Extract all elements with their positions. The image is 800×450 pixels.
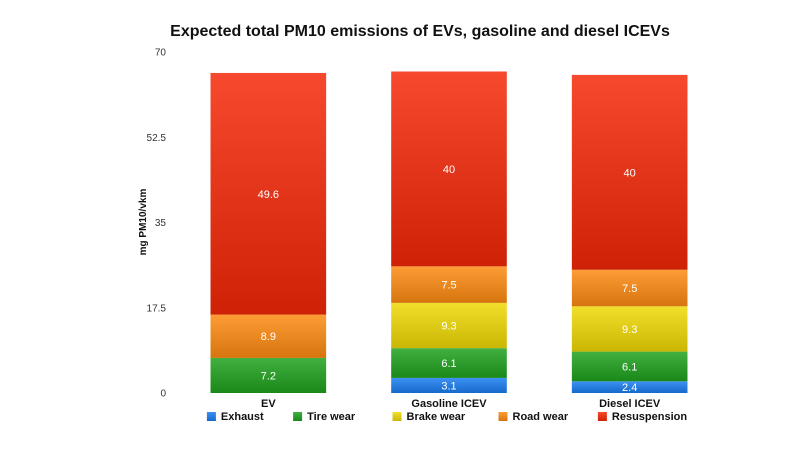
category-label: Diesel ICEV [599, 398, 661, 410]
y-tick-label: 0 [160, 389, 166, 400]
legend-swatch [206, 412, 216, 421]
data-label: 7.2 [261, 370, 276, 382]
category-label: EV [261, 398, 276, 410]
data-label: 2.4 [622, 382, 637, 394]
data-label: 40 [443, 164, 455, 176]
legend-swatch [293, 412, 303, 421]
legend-label: Tire wear [307, 411, 356, 423]
bar-segment-resuspension [210, 72, 327, 315]
bar-segment-road-wear [210, 314, 327, 358]
legend-label: Resuspension [612, 411, 687, 423]
category-label: Gasoline ICEV [411, 398, 487, 410]
legend-label: Exhaust [221, 411, 264, 423]
bar-segment-brake-wear [571, 306, 688, 352]
bar-segment-exhaust [391, 377, 507, 393]
y-tick-label: 17.5 [147, 303, 167, 314]
bar-segment-tire-wear [391, 348, 507, 378]
data-label: 7.5 [622, 283, 637, 295]
legend-swatch [498, 412, 508, 421]
y-tick-label: 35 [155, 218, 167, 229]
bar-segment-brake-wear [391, 302, 507, 349]
y-axis-label: mg PM10/vkm [138, 189, 149, 256]
data-label: 3.1 [441, 380, 456, 392]
data-label: 7.5 [441, 280, 456, 292]
data-label: 9.3 [622, 324, 637, 336]
data-label: 8.9 [261, 331, 276, 343]
data-label: 9.3 [441, 321, 456, 333]
bar-segment-resuspension [391, 71, 507, 267]
legend-swatch [392, 412, 402, 421]
bar-segment-tire-wear [571, 351, 688, 382]
bar-segment-exhaust [571, 381, 688, 393]
bar-segment-tire-wear [210, 357, 327, 393]
legend-label: Brake wear [407, 411, 466, 423]
x-axis-category-labels: EV Gasoline ICEV Diesel ICEV [261, 398, 661, 410]
bars [210, 71, 688, 393]
chart-title: Expected total PM10 emissions of EVs, ga… [170, 23, 670, 40]
data-label: 6.1 [622, 361, 637, 373]
legend-label: Road wear [513, 411, 569, 423]
data-labels: 7.2 8.9 49.6 3.1 6.1 9.3 7.5 40 2.4 6.1 9.3 7.5 40 [258, 164, 638, 394]
y-tick-label: 70 [155, 48, 167, 59]
legend-swatch [597, 412, 607, 421]
bar-segment-road-wear [391, 266, 507, 303]
data-label: 49.6 [258, 189, 279, 201]
y-tick-label: 52.5 [147, 133, 167, 144]
y-axis-ticks: 0 17.5 35 52.5 70 [147, 48, 167, 400]
bar-segment-resuspension [571, 74, 688, 270]
data-label: 40 [624, 167, 636, 179]
legend: Exhaust Tire wear Brake wear Road wear Resus… [206, 411, 687, 423]
data-label: 6.1 [441, 358, 456, 370]
bar-segment-road-wear [571, 269, 688, 307]
